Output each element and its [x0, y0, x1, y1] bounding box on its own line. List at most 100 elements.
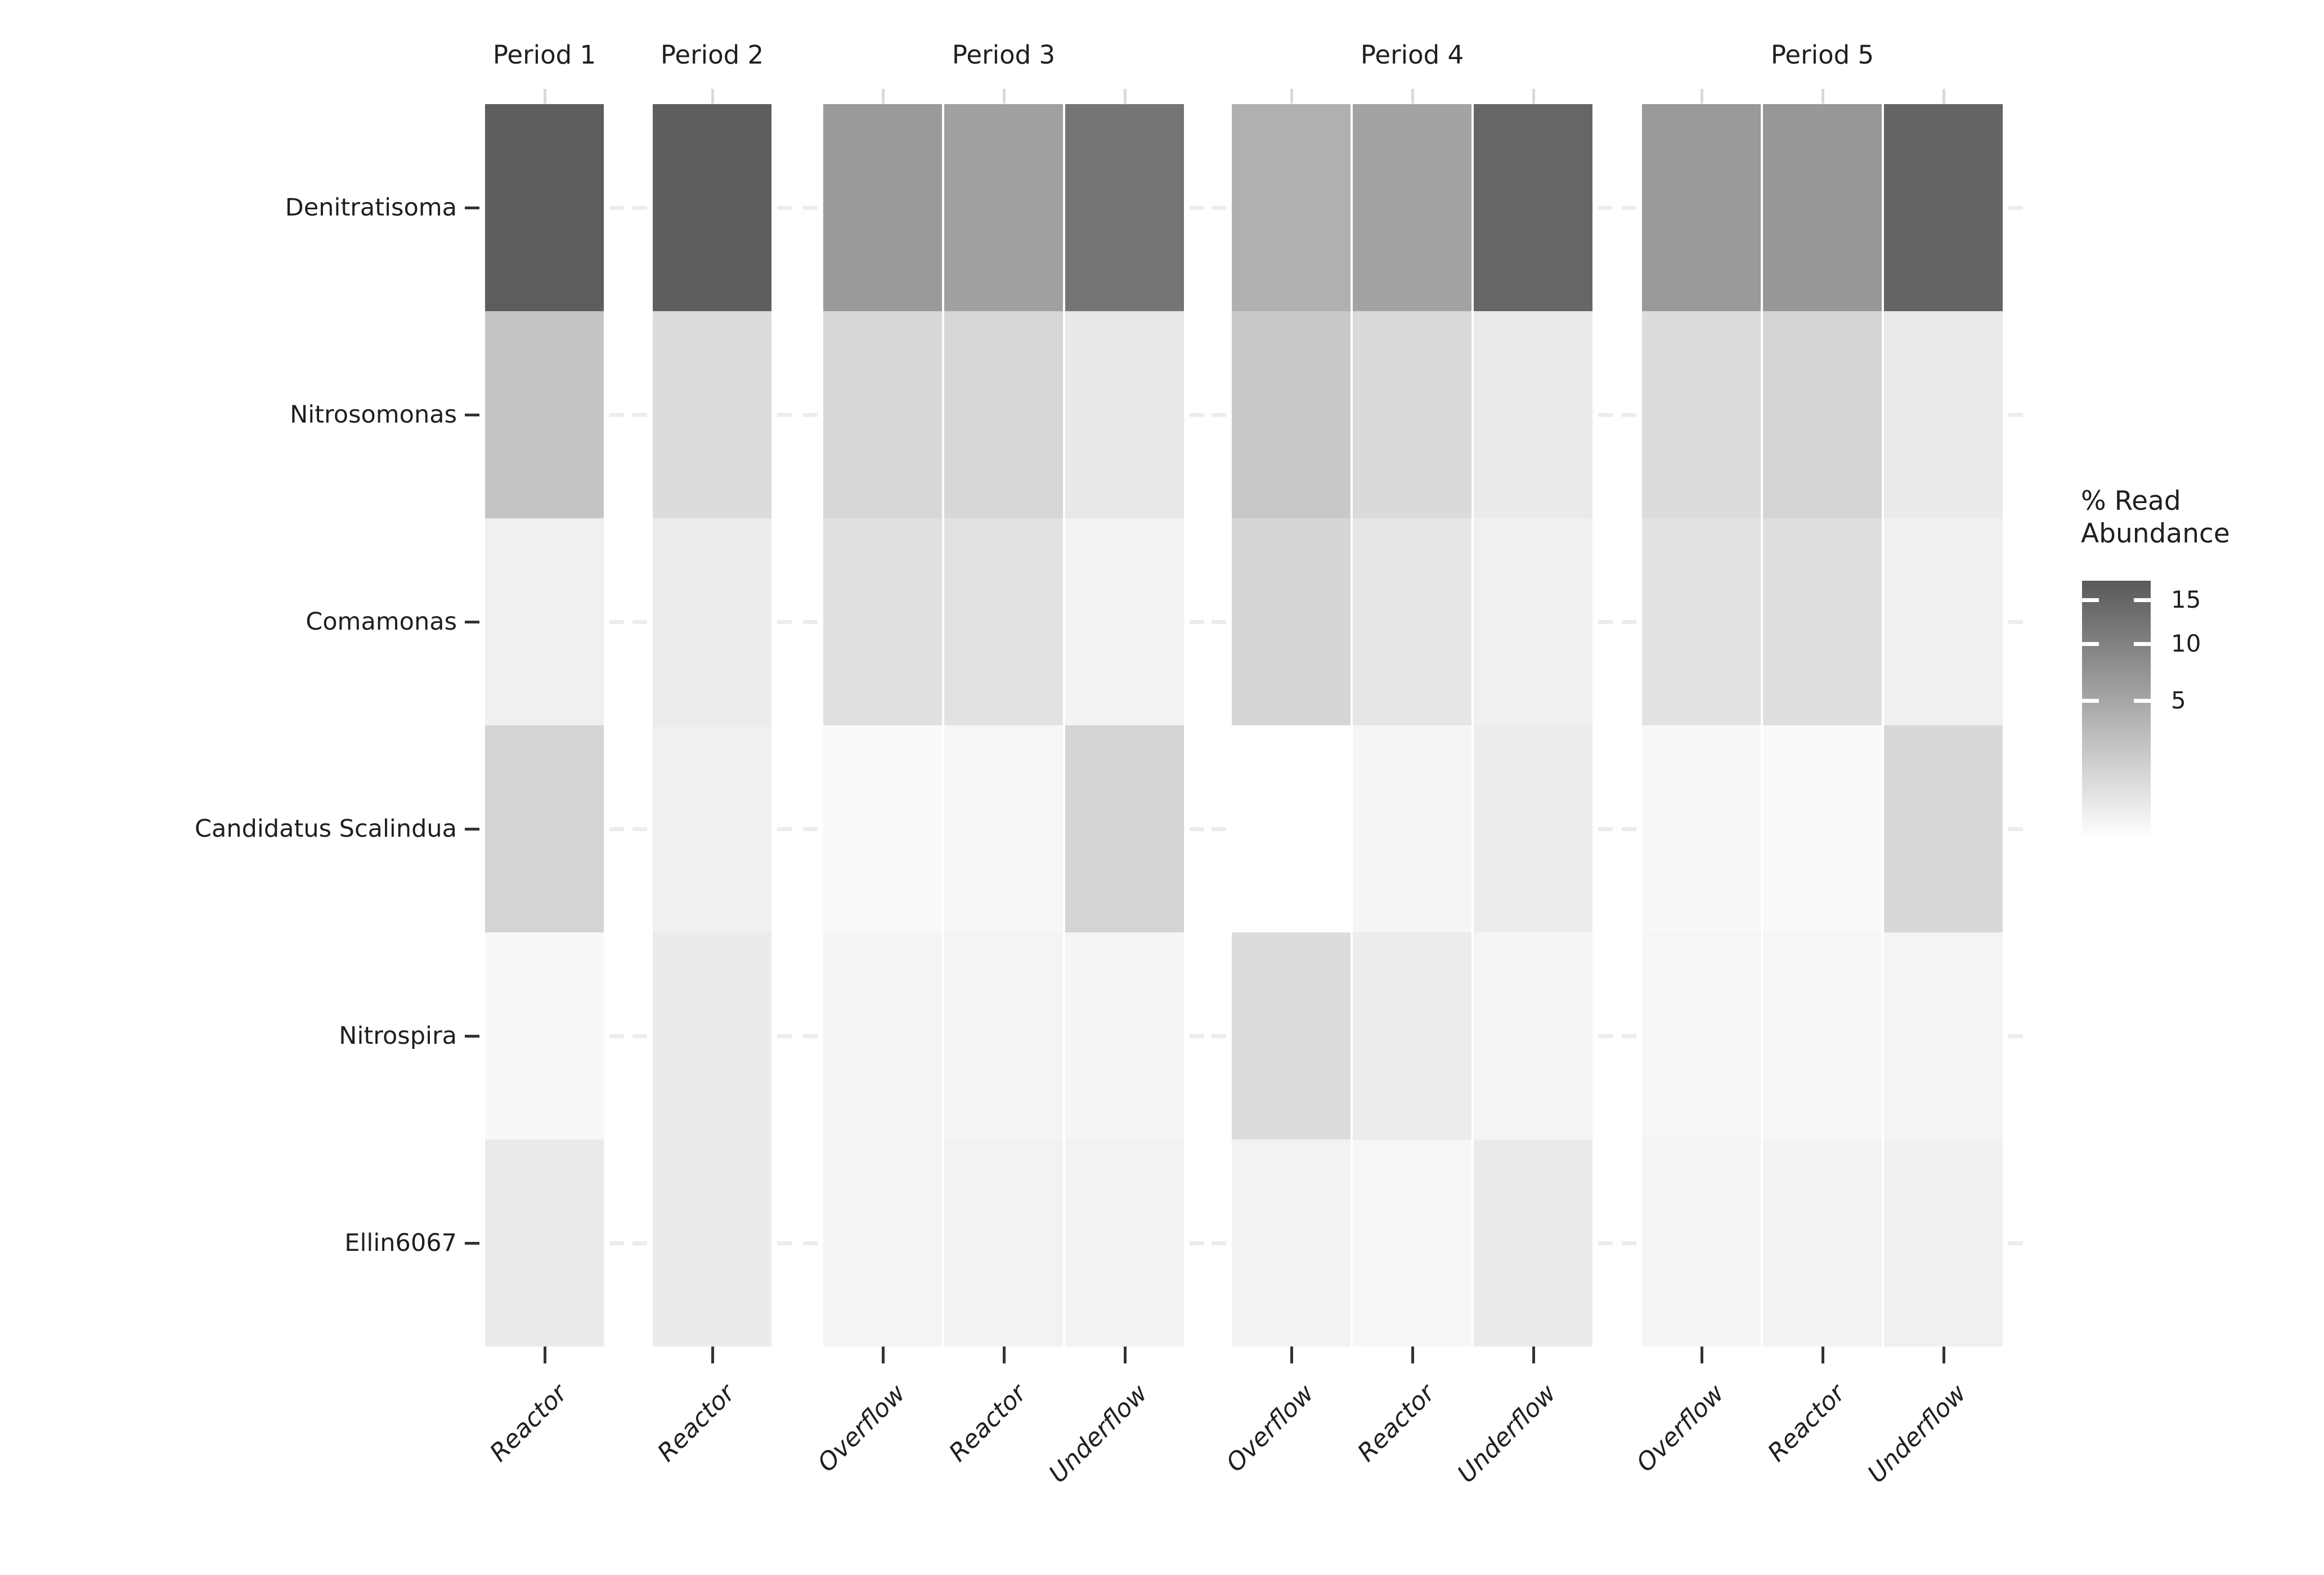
panel-gap-stub: [1190, 827, 1204, 831]
y-axis-tick: [465, 207, 479, 209]
panel-gap-stub: [1212, 1034, 1226, 1038]
panel-gap-stub: [2008, 827, 2023, 831]
heatmap-cell: [1884, 932, 2003, 1139]
heatmap-cell: [1065, 1139, 1184, 1347]
panel-gap-stub: [1190, 620, 1204, 624]
heatmap-cell: [485, 518, 604, 725]
y-axis-label: Denitratisoma: [285, 194, 457, 222]
column-top-stub: [1700, 89, 1703, 104]
legend-tick-label: 10: [2171, 629, 2201, 657]
x-axis-tick: [1532, 1347, 1535, 1363]
panel-gap-stub: [2008, 413, 2023, 417]
heatmap-cell: [1763, 104, 1882, 311]
x-axis-tick: [1700, 1347, 1703, 1363]
panel-gap-stub: [632, 1034, 647, 1038]
panel-gap-stub: [2008, 206, 2023, 210]
legend-colorbar: [2082, 581, 2151, 838]
panel-gap-stub: [1212, 827, 1226, 831]
panel-gap-stub: [777, 620, 792, 624]
heatmap-cell: [1884, 518, 2003, 725]
panel-gap-stub: [609, 827, 624, 831]
heatmap-cell: [823, 311, 942, 518]
panel-gap-stub: [1212, 206, 1226, 210]
column-top-stub: [881, 89, 885, 104]
x-axis-tick: [881, 1347, 885, 1363]
heatmap-cell: [1353, 1139, 1471, 1347]
panel-gap-stub: [1598, 206, 1613, 210]
heatmap-cell: [653, 725, 771, 932]
panel-gap-stub: [632, 413, 647, 417]
facet-strip-label: Period 5: [1770, 40, 1874, 70]
facet-strip-label: Period 2: [660, 40, 764, 70]
x-axis-label: Reactor: [944, 1379, 1033, 1468]
heatmap-cell: [1884, 104, 2003, 311]
heatmap-cell: [944, 725, 1063, 932]
x-axis-tick: [1942, 1347, 1945, 1363]
panel-gap-stub: [609, 413, 624, 417]
panel-gap-stub: [777, 1241, 792, 1245]
legend-title-line-2: Abundance: [2081, 518, 2230, 549]
x-axis-label: Reactor: [652, 1379, 741, 1468]
panel-gap-stub: [632, 827, 647, 831]
legend-tick-dash: [2082, 598, 2099, 602]
heatmap-cell: [1353, 311, 1471, 518]
panel-gap-stub: [803, 1241, 818, 1245]
facet-panel: [485, 104, 604, 1347]
heatmap-cell: [1642, 104, 1761, 311]
heatmap-cell: [944, 518, 1063, 725]
legend-title-line-1: % Read: [2081, 486, 2181, 517]
heatmap-cell: [1474, 518, 1592, 725]
panel-gap-stub: [609, 1034, 624, 1038]
legend-tick-dash: [2134, 598, 2151, 602]
panel-gap-stub: [777, 206, 792, 210]
legend-tick-label: 15: [2171, 585, 2201, 613]
heatmap-cell: [944, 932, 1063, 1139]
heatmap-cell: [1353, 932, 1471, 1139]
y-axis-tick: [465, 1242, 479, 1245]
panel-gap-stub: [1212, 1241, 1226, 1245]
panel-gap-stub: [1190, 413, 1204, 417]
panel-gap-stub: [1190, 1241, 1204, 1245]
panel-gap-stub: [1598, 827, 1613, 831]
heatmap-cell: [1353, 518, 1471, 725]
heatmap-cell: [1474, 725, 1592, 932]
heatmap-cell: [1474, 1139, 1592, 1347]
panel-gap-stub: [1622, 413, 1636, 417]
panel-gap-stub: [803, 620, 818, 624]
panel-gap-stub: [803, 827, 818, 831]
x-axis-label: Overflow: [1631, 1379, 1730, 1478]
panel-gap-stub: [2008, 1034, 2023, 1038]
panel-gap-stub: [1622, 827, 1636, 831]
panel-gap-stub: [2008, 620, 2023, 624]
heatmap-cell: [485, 725, 604, 932]
heatmap-cell: [823, 1139, 942, 1347]
heatmap-cell: [1642, 932, 1761, 1139]
facet-strip-label: Period 4: [1360, 40, 1464, 70]
heatmap-cell: [485, 311, 604, 518]
column-top-stub: [1821, 89, 1824, 104]
panel-gap-stub: [609, 620, 624, 624]
heatmap-cell: [1065, 518, 1184, 725]
heatmap-cell: [1065, 311, 1184, 518]
panel-gap-stub: [803, 206, 818, 210]
facet-panel: [653, 104, 771, 1347]
x-axis-tick: [543, 1347, 546, 1363]
panel-gap-stub: [1622, 206, 1636, 210]
x-axis-label: Underflow: [1452, 1379, 1562, 1489]
heatmap-cell: [485, 104, 604, 311]
heatmap-cell: [1884, 725, 2003, 932]
column-top-stub: [1942, 89, 1945, 104]
heatmap-cell: [1232, 518, 1351, 725]
heatmap-cell: [1763, 932, 1882, 1139]
x-axis-label: Reactor: [484, 1379, 573, 1468]
panel-gap-stub: [777, 827, 792, 831]
heatmap-cell: [1065, 104, 1184, 311]
facet-panel: [1642, 104, 2003, 1347]
y-axis-tick: [465, 828, 479, 831]
legend-tick-label: 5: [2171, 686, 2186, 715]
panel-gap-stub: [1598, 1241, 1613, 1245]
heatmap-cell: [1232, 725, 1351, 932]
x-axis-tick: [1290, 1347, 1293, 1363]
column-top-stub: [543, 89, 546, 104]
